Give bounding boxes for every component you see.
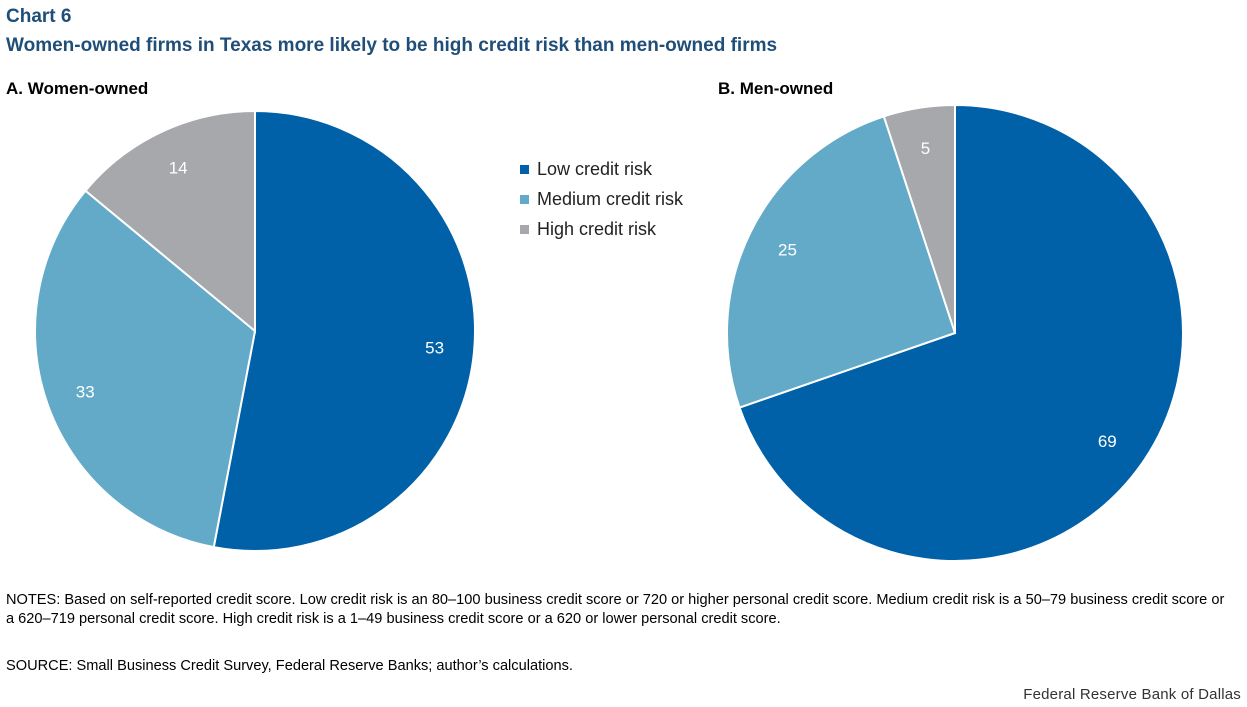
- legend-item-medium: Medium credit risk: [520, 184, 683, 214]
- legend-label-low: Low credit risk: [537, 158, 653, 179]
- notes: NOTES: Based on self-reported credit sco…: [6, 592, 1225, 627]
- legend-swatch-low: [520, 164, 529, 174]
- legend-label-medium: Medium credit risk: [537, 188, 684, 209]
- women-label-high: 14: [169, 158, 188, 177]
- women-slice-high: [84, 109, 256, 334]
- legend-item-low: Low credit risk: [520, 154, 683, 184]
- source: SOURCE: Small Business Credit Survey, Fe…: [6, 658, 573, 674]
- legend-swatch-medium: [520, 194, 529, 204]
- women-slice-low: [212, 109, 476, 552]
- panel-b-title: B. Men-owned: [718, 79, 834, 98]
- women-slice-medium: [34, 189, 257, 549]
- chart-number: Chart 6: [6, 6, 72, 27]
- chart-title: Women-owned firms in Texas more likely t…: [6, 35, 778, 56]
- women-label-medium: 33: [76, 383, 95, 402]
- publisher-credit: Federal Reserve Bank of Dallas: [1023, 686, 1241, 703]
- panel-a-title: A. Women-owned: [6, 79, 149, 98]
- women-label-low: 53: [425, 338, 444, 357]
- legend-label-high: High credit risk: [537, 218, 657, 239]
- legend: Low credit risk Medium credit risk High …: [520, 154, 683, 244]
- legend-item-high: High credit risk: [520, 214, 683, 244]
- legend-swatch-high: [520, 224, 529, 234]
